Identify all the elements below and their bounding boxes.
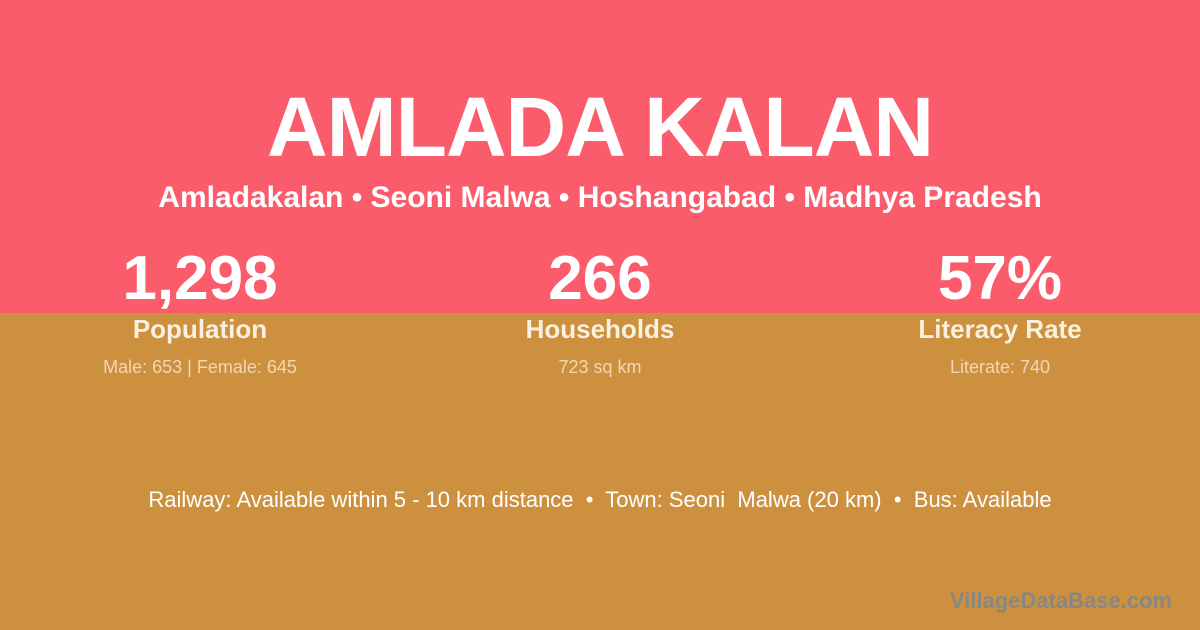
amenities-line: Railway: Available within 5 - 10 km dist… [148, 487, 1052, 512]
literacy-detail: Literate: 740 [949, 357, 1051, 378]
stat-population: 1,298 Population Male: 653 | Female: 645 [0, 248, 400, 379]
households-detail: 723 sq km [558, 357, 642, 378]
stat-households: 266 Households 723 sq km [400, 248, 800, 379]
hero-band [0, 0, 1200, 313]
literacy-label: Literacy Rate [918, 314, 1082, 344]
watermark: VillageDataBase.com [949, 588, 1172, 613]
stat-literacy: 57% Literacy Rate Literate: 740 [800, 248, 1200, 379]
households-value: 266 [548, 244, 652, 313]
literacy-value: 57% [937, 244, 1063, 313]
page-title: AMLADA KALAN [266, 80, 934, 174]
population-detail: Male: 653 | Female: 645 [103, 357, 297, 378]
population-label: Population [132, 314, 268, 344]
population-value: 1,298 [122, 244, 278, 313]
stats-row: 1,298 Population Male: 653 | Female: 645… [0, 248, 1200, 379]
households-label: Households [525, 314, 675, 344]
breadcrumb: Amladakalan • Seoni Malwa • Hoshangabad … [158, 181, 1042, 214]
